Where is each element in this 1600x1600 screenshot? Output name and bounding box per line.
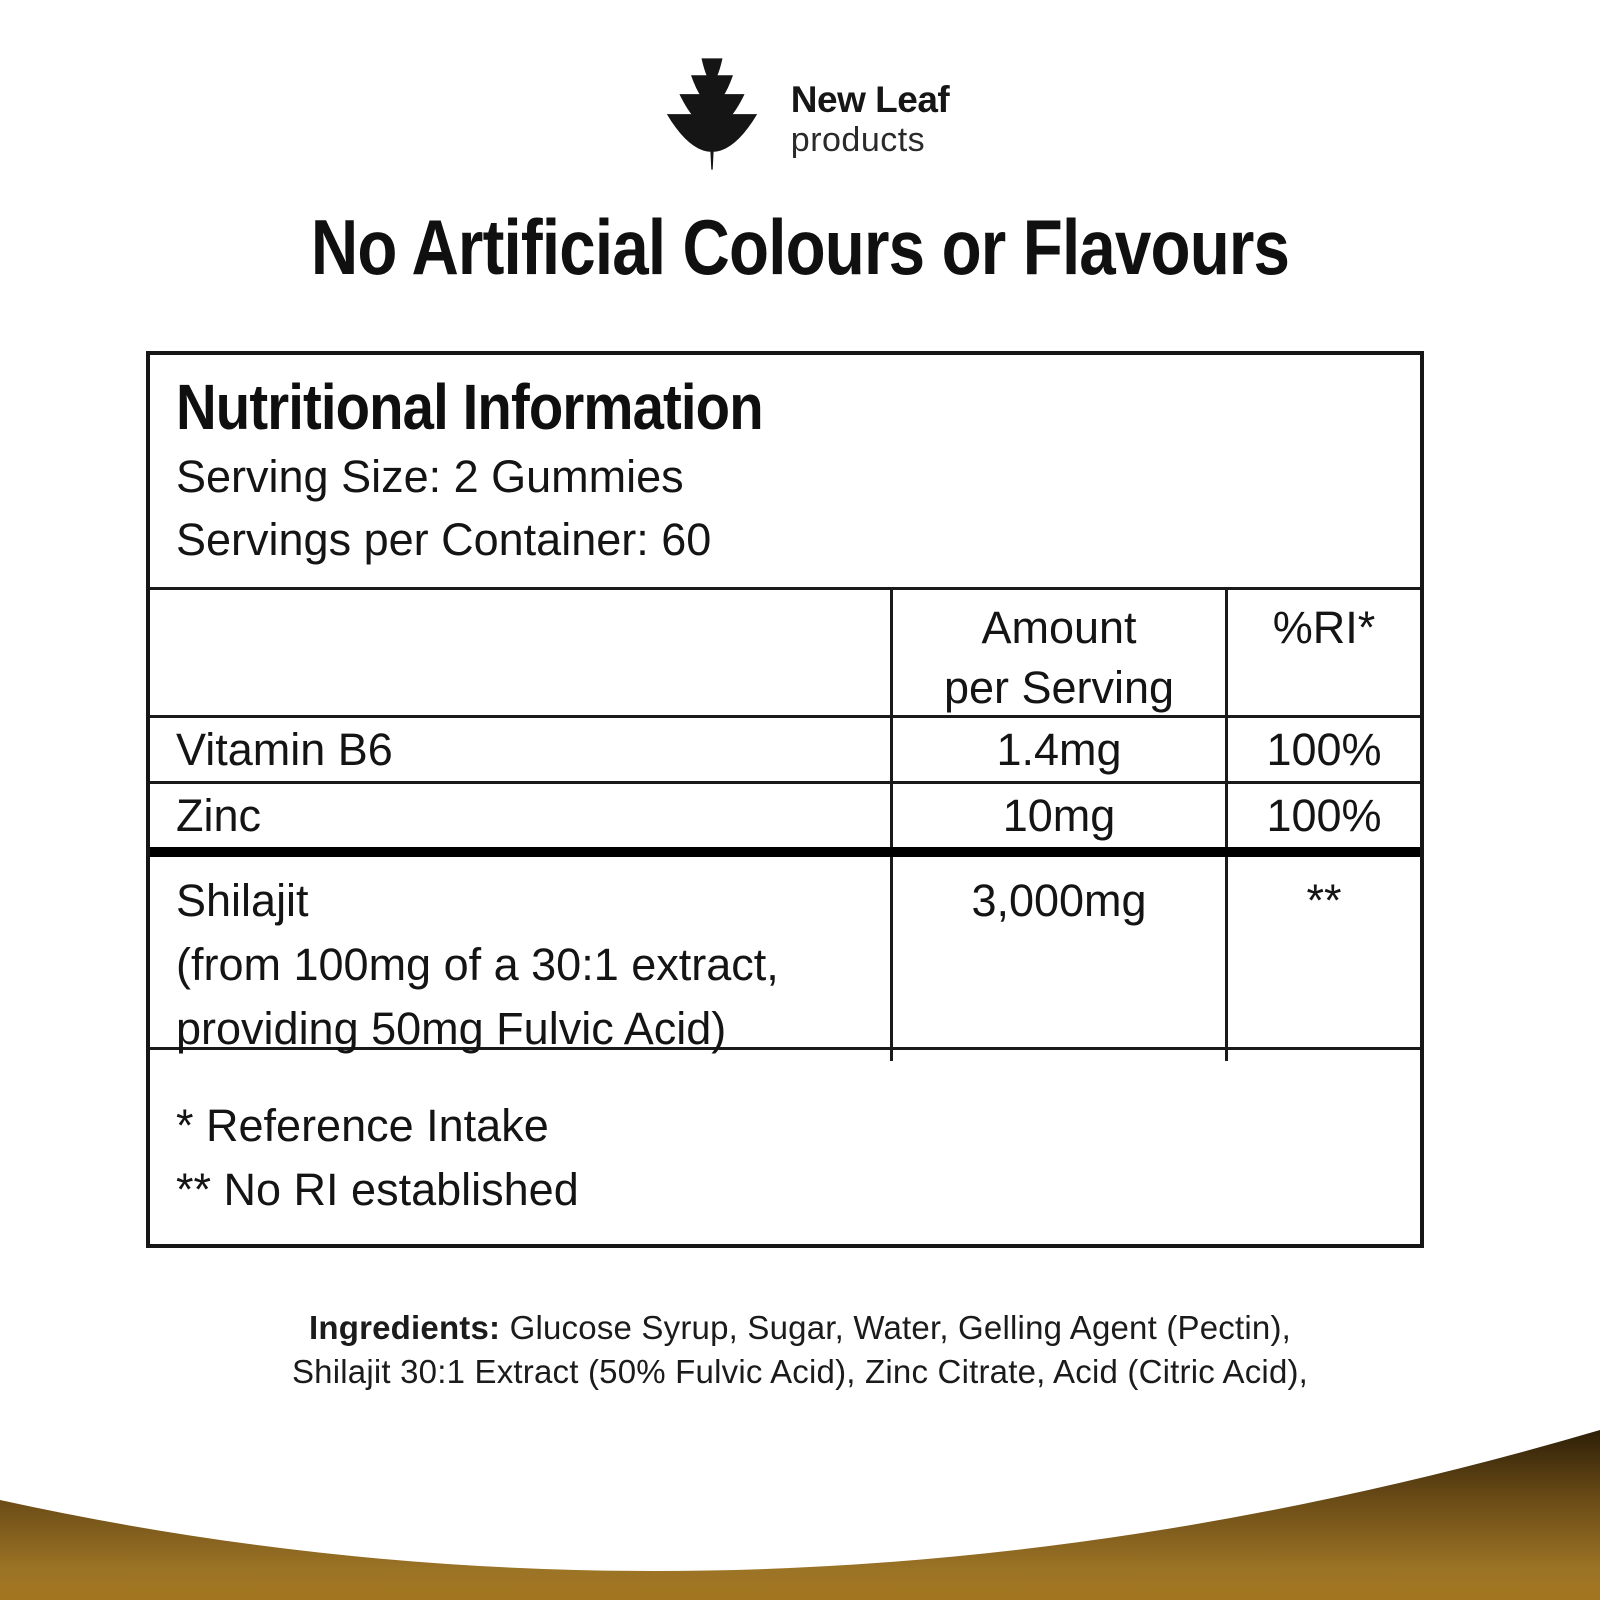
column-header-amount-line2: per Serving <box>943 662 1175 713</box>
servings-per-container: Servings per Container: 60 <box>176 514 712 565</box>
brand-logo: New Leaf products <box>0 0 1600 174</box>
shilajit-detail-line2: providing 50mg Fulvic Acid) <box>176 1003 727 1054</box>
new-leaf-tree-icon <box>666 58 757 171</box>
table-row-vitamin-b6: Vitamin B6 1.4mg 100% <box>150 715 1420 781</box>
ingredients-line: Acidity Regulator (Sodium Citrate), Colo… <box>221 1397 1379 1434</box>
nutrient-amount: 1.4mg <box>890 718 1225 781</box>
ingredients-label: Ingredients: <box>308 1309 501 1346</box>
table-row-shilajit: Shilajit (from 100mg of a 30:1 extract, … <box>150 847 1420 1061</box>
nutrient-name: Shilajit (from 100mg of a 30:1 extract, … <box>150 857 890 1061</box>
nutrient-name: Zinc <box>176 790 262 841</box>
brand-name: New Leaf <box>790 79 950 120</box>
table-header-section: Nutritional Information Serving Size: 2 … <box>150 355 1420 587</box>
nutrient-ri: ** <box>1225 857 1420 1061</box>
table-row-zinc: Zinc 10mg 100% <box>150 781 1420 847</box>
nutrient-ri: 100% <box>1225 784 1420 847</box>
nutrient-amount: 3,000mg <box>890 857 1225 1061</box>
shilajit-name: Shilajit <box>176 875 309 926</box>
ingredients-line: Ingredients: Glucose Syrup, Sugar, Water… <box>308 1309 1291 1346</box>
nutrient-name: Vitamin B6 <box>176 724 393 775</box>
ingredients-line: Shilajit 30:1 Extract (50% Fulvic Acid),… <box>291 1353 1309 1390</box>
headline: No Artificial Colours or Flavours <box>310 203 1290 291</box>
nutrition-table: Nutritional Information Serving Size: 2 … <box>146 351 1424 1248</box>
footnote-reference-intake: * Reference Intake <box>176 1100 549 1151</box>
brand-text: New Leaf products <box>790 79 950 159</box>
nutrient-ri: 100% <box>1225 718 1420 781</box>
tree-trunk <box>710 149 714 171</box>
brand-subname: products <box>790 121 926 159</box>
shilajit-detail-line1: (from 100mg of a 30:1 extract, <box>176 939 779 990</box>
footnote-no-ri: ** No RI established <box>176 1164 579 1215</box>
nutrient-amount: 10mg <box>890 784 1225 847</box>
ingredients: Ingredients: Glucose Syrup, Sugar, Water… <box>0 1306 1600 1482</box>
serving-size: Serving Size: 2 Gummies <box>176 451 684 502</box>
table-footnotes: * Reference Intake ** No RI established <box>150 1047 1420 1244</box>
ingredients-line: Coconut Oil, Pyridoxine Hydrochloride, G… <box>272 1441 1328 1478</box>
table-title: Nutritional Information <box>176 371 764 443</box>
column-header-amount-line1: Amount <box>981 602 1137 653</box>
column-header-row: Amount per Serving %RI* <box>150 587 1420 718</box>
column-header-ri: %RI* <box>1225 590 1420 718</box>
column-header-amount: Amount per Serving <box>890 590 1225 718</box>
column-header-blank <box>150 590 890 718</box>
